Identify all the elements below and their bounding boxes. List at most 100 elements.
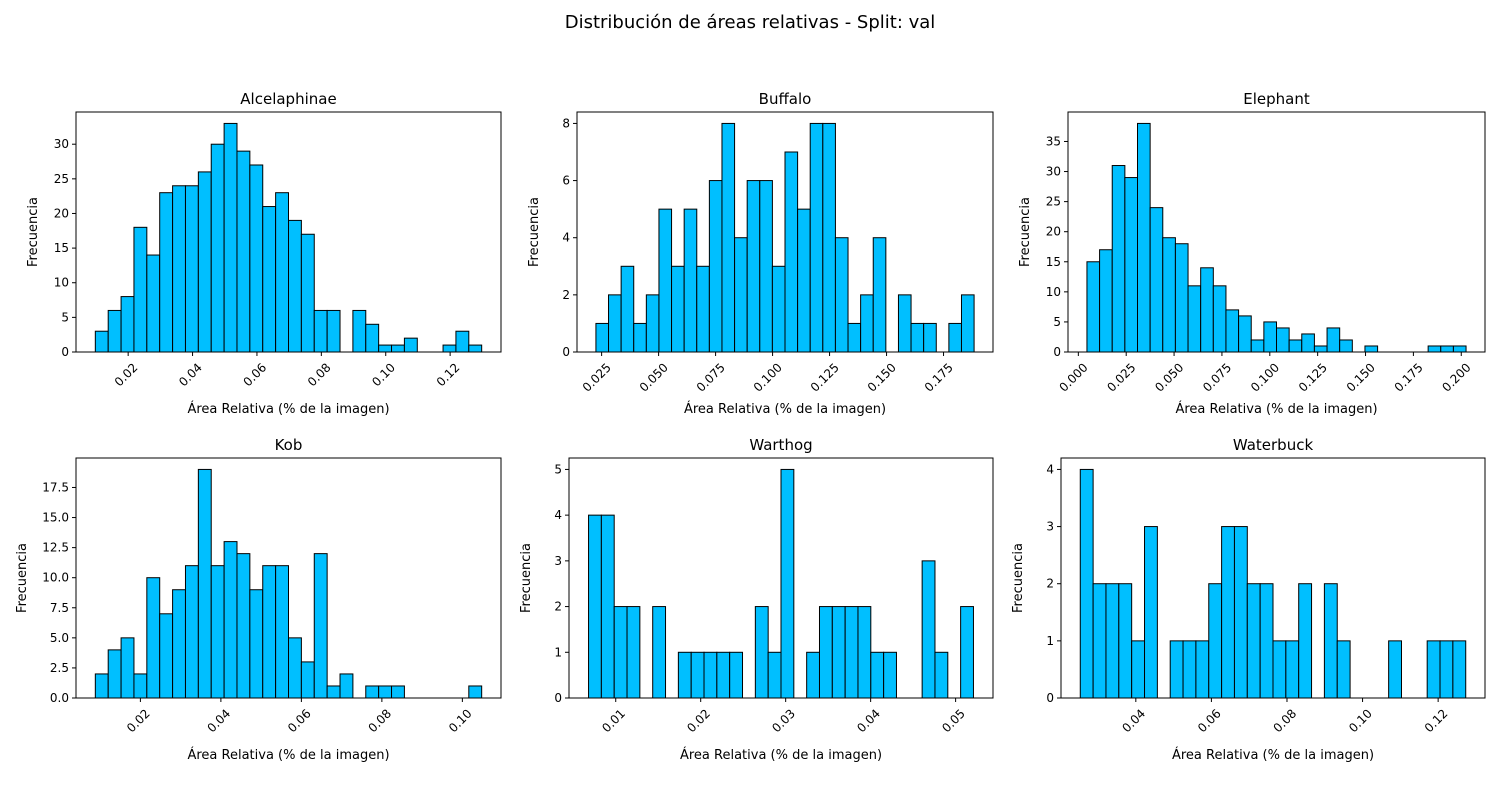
alcelaphinae-bar-5 <box>159 192 174 353</box>
waterbuck-bar-9 <box>1195 640 1210 699</box>
elephant-bar-2 <box>1111 165 1126 353</box>
waterbuck-bar-7 <box>1169 640 1184 699</box>
buffalo-bar-16 <box>797 208 811 353</box>
waterbuck-xtick-label-3: 0.10 <box>1346 706 1375 735</box>
buffalo-bar-28 <box>948 322 962 353</box>
kob-ytick-label-4: 10.0 <box>42 571 69 585</box>
elephant-ytick-label-7: 35 <box>1046 134 1061 148</box>
waterbuck-bar-4 <box>1131 640 1146 699</box>
elephant-bar-18 <box>1313 345 1328 353</box>
buffalo-ylabel: Frecuencia <box>527 197 542 267</box>
alcelaphinae-bar-16 <box>300 233 315 353</box>
warthog-ytick-label-4: 4 <box>554 508 562 522</box>
kob-bar-6 <box>172 589 186 699</box>
warthog-xtick-label-3: 0.04 <box>854 706 883 735</box>
warthog-bar-14 <box>767 651 782 699</box>
elephant-bar-10 <box>1212 285 1227 353</box>
elephant-bar-7 <box>1174 243 1189 353</box>
warthog-bar-15 <box>780 468 795 699</box>
kob-bar-12 <box>249 589 264 699</box>
waterbuck-bar-29 <box>1452 640 1467 699</box>
alcelaphinae-ytick-label-6: 30 <box>54 137 69 151</box>
warthog-ytick-label-3: 3 <box>554 554 562 568</box>
alcelaphinae-bar-17 <box>313 309 328 353</box>
warthog-bar-5 <box>652 606 667 699</box>
buffalo-ytick-label-2: 4 <box>562 231 570 245</box>
buffalo-bar-9 <box>708 180 723 353</box>
alcelaphinae-bar-27 <box>442 344 457 353</box>
buffalo-bar-4 <box>645 294 660 353</box>
buffalo-bar-29 <box>960 294 975 353</box>
buffalo-xtick-label-5: 0.150 <box>865 360 899 394</box>
elephant-xtick-label-6: 0.150 <box>1344 360 1378 394</box>
buffalo-bar-22 <box>872 237 887 353</box>
waterbuck-bar-13 <box>1246 583 1261 699</box>
waterbuck-bar-10 <box>1208 583 1223 699</box>
buffalo-bar-1 <box>608 294 622 353</box>
buffalo-ytick-label-0: 0 <box>562 345 570 359</box>
waterbuck-bar-16 <box>1285 640 1300 699</box>
warthog-bar-18 <box>818 606 833 699</box>
elephant-title: Elephant <box>1243 90 1310 108</box>
kob-bar-16 <box>300 661 315 699</box>
warthog-bar-20 <box>844 606 859 699</box>
waterbuck-xtick-label-0: 0.04 <box>1119 706 1148 735</box>
kob-bar-1 <box>107 649 122 699</box>
alcelaphinae-bar-2 <box>120 296 135 353</box>
alcelaphinae-ytick-label-2: 10 <box>54 276 69 290</box>
kob-bar-3 <box>133 673 148 699</box>
elephant-ylabel: Frecuencia <box>1018 197 1033 267</box>
elephant-bar-5 <box>1149 207 1164 353</box>
kob-ytick-label-5: 12.5 <box>42 541 69 555</box>
elephant-bar-20 <box>1339 339 1353 353</box>
elephant-bar-14 <box>1263 321 1277 353</box>
warthog-ytick-label-2: 2 <box>554 600 562 614</box>
elephant-bar-9 <box>1200 267 1214 353</box>
alcelaphinae-bar-11 <box>236 150 251 353</box>
buffalo-ytick-label-1: 2 <box>562 288 570 302</box>
buffalo-bar-18 <box>822 122 836 353</box>
kob-ylabel: Frecuencia <box>15 543 30 613</box>
alcelaphinae-bar-6 <box>172 185 186 353</box>
buffalo-xtick-label-4: 0.125 <box>808 360 842 394</box>
elephant-bar-22 <box>1364 345 1379 353</box>
elephant-bar-11 <box>1225 309 1240 353</box>
waterbuck-bar-8 <box>1182 640 1197 699</box>
kob-bar-21 <box>365 685 380 699</box>
buffalo-axes-frame <box>576 111 994 353</box>
elephant-ytick-label-6: 30 <box>1046 165 1061 179</box>
buffalo-bar-11 <box>734 237 748 353</box>
alcelaphinae-ylabel: Frecuencia <box>26 197 41 267</box>
alcelaphinae-xtick-label-0: 0.02 <box>112 360 141 389</box>
warthog-bar-7 <box>677 651 692 699</box>
alcelaphinae-title: Alcelaphinae <box>240 90 336 108</box>
waterbuck-bar-15 <box>1272 640 1287 699</box>
waterbuck-ytick-label-1: 1 <box>1046 634 1054 648</box>
warthog-ylabel: Frecuencia <box>519 543 534 613</box>
kob-bar-11 <box>236 553 251 699</box>
waterbuck-axes-frame <box>1060 457 1486 699</box>
warthog-bar-0 <box>588 514 602 699</box>
kob-bar-10 <box>223 541 238 699</box>
kob-bar-2 <box>120 637 135 699</box>
warthog-axes-frame <box>568 457 994 699</box>
buffalo-bar-3 <box>633 322 647 353</box>
alcelaphinae-bar-28 <box>455 330 470 353</box>
waterbuck-bar-12 <box>1233 526 1248 699</box>
elephant-bar-6 <box>1162 237 1176 353</box>
alcelaphinae-bar-3 <box>133 226 148 353</box>
kob-bar-0 <box>94 673 109 699</box>
warthog-bar-23 <box>883 651 897 699</box>
elephant-bar-19 <box>1326 327 1341 353</box>
waterbuck-xtick-label-2: 0.08 <box>1271 706 1300 735</box>
alcelaphinae-bar-15 <box>288 219 302 353</box>
alcelaphinae-bar-23 <box>391 344 405 353</box>
buffalo-xtick-label-2: 0.075 <box>694 360 728 394</box>
elephant-bar-0 <box>1086 261 1101 353</box>
elephant-bar-1 <box>1099 249 1113 353</box>
buffalo-bar-25 <box>910 322 925 353</box>
alcelaphinae-bar-20 <box>352 309 367 353</box>
alcelaphinae-xtick-label-3: 0.08 <box>305 360 334 389</box>
kob-bar-4 <box>146 577 161 699</box>
